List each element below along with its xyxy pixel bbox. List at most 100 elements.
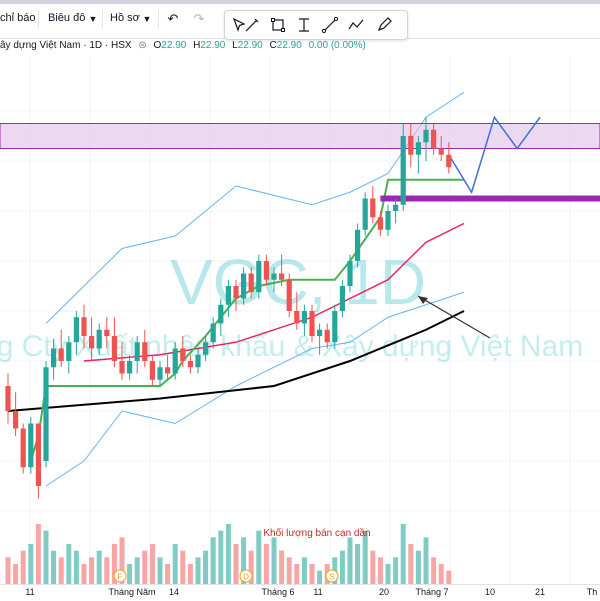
candle-body bbox=[393, 204, 399, 211]
candle-body bbox=[438, 148, 444, 155]
candle-body bbox=[362, 198, 368, 230]
time-axis-label: Th bbox=[586, 587, 598, 597]
candle-body bbox=[355, 229, 361, 261]
event-marker-d[interactable]: D bbox=[239, 569, 253, 583]
volume-bar bbox=[134, 557, 140, 584]
volume-bar bbox=[286, 557, 292, 584]
volume-bar bbox=[157, 557, 163, 584]
path-icon[interactable] bbox=[347, 16, 365, 34]
event-marker-label: F bbox=[118, 573, 123, 582]
resistance-zone[interactable] bbox=[0, 123, 600, 149]
stop-trail-line bbox=[29, 178, 464, 462]
volume-bar bbox=[415, 550, 421, 584]
volume-bar bbox=[431, 557, 437, 584]
candle-body bbox=[43, 367, 49, 461]
time-axis-label: Tháng 6 bbox=[261, 587, 295, 597]
cursor-icon[interactable] bbox=[229, 16, 247, 34]
candle-body bbox=[119, 361, 125, 374]
volume-bar bbox=[241, 537, 247, 584]
volume-bar bbox=[58, 557, 64, 584]
chevron-down-icon[interactable]: ▼ bbox=[88, 14, 98, 24]
pen-icon[interactable] bbox=[375, 16, 393, 34]
candle-body bbox=[279, 273, 285, 280]
volume-bar bbox=[362, 530, 368, 584]
chevron-down-icon[interactable]: ▼ bbox=[142, 14, 152, 24]
top-toolbar: chỉ báo Biêu đô ▼ Hồ sơ ▼ ↶ ↷ bbox=[0, 0, 600, 40]
candle-body bbox=[263, 261, 269, 280]
volume-bar bbox=[271, 537, 277, 584]
volume-bar bbox=[263, 544, 269, 584]
annotations[interactable]: Khối lượng bán cạn dần F D S bbox=[113, 295, 491, 584]
volume-bar bbox=[309, 564, 315, 584]
event-marker-f[interactable]: F bbox=[113, 569, 127, 583]
volume-bars bbox=[5, 524, 452, 584]
undo-icon[interactable]: ↶ bbox=[167, 11, 179, 26]
price-chart[interactable]: VGC, 1D g Cty Xuất nhập khẩu & Xây dựng … bbox=[0, 56, 600, 584]
candle-body bbox=[66, 342, 72, 361]
volume-bar bbox=[210, 537, 216, 584]
rectangle-icon[interactable] bbox=[269, 16, 287, 34]
redo-icon[interactable]: ↷ bbox=[193, 11, 205, 26]
symbol-legend: ây dựng Việt Nam · 1D · HSX ⊜ O22.90 H22… bbox=[0, 40, 370, 54]
line-icon[interactable] bbox=[321, 16, 339, 34]
arrow-line[interactable] bbox=[417, 295, 491, 339]
event-marker-badge bbox=[239, 569, 253, 583]
candle-body bbox=[301, 311, 307, 324]
profile-button[interactable]: Hồ sơ bbox=[110, 12, 140, 24]
symbol-name[interactable]: ây dựng Việt Nam · 1D · HSX bbox=[0, 40, 132, 51]
candle-body bbox=[51, 348, 57, 368]
price-zones[interactable] bbox=[0, 115, 600, 202]
time-axis-label: 21 bbox=[534, 587, 546, 597]
volume-bar bbox=[172, 544, 178, 584]
legend-hide-icon[interactable]: ⊜ bbox=[138, 40, 147, 51]
volume-bar bbox=[127, 564, 133, 584]
indicators-button[interactable]: chỉ báo bbox=[0, 12, 36, 24]
candle-body bbox=[377, 217, 383, 230]
chart-layout-button[interactable]: Biêu đô bbox=[48, 12, 86, 24]
projection-path[interactable] bbox=[448, 115, 541, 195]
volume-bar bbox=[180, 550, 186, 584]
candle-body bbox=[385, 211, 391, 230]
candle-body bbox=[241, 273, 247, 299]
legend-change: 0.00 (0.00%) bbox=[308, 40, 366, 51]
candle-body bbox=[81, 317, 87, 336]
legend-open: O22.90 bbox=[153, 40, 187, 51]
candle-body bbox=[423, 129, 429, 143]
time-axis-label: 14 bbox=[168, 587, 180, 597]
event-marker-badge bbox=[113, 569, 127, 583]
time-axis[interactable]: 11 Tháng Năm 14 Tháng 6 11 20 Tháng 7 10 21 Th bbox=[0, 584, 600, 601]
candle-body bbox=[96, 329, 102, 349]
volume-bar bbox=[195, 557, 201, 584]
volume-bar bbox=[339, 550, 345, 584]
candle-body bbox=[134, 342, 140, 361]
time-axis-label: Tháng Năm bbox=[108, 587, 156, 597]
volume-bar bbox=[13, 564, 19, 584]
brush-icon[interactable] bbox=[243, 16, 261, 34]
time-axis-label: 10 bbox=[484, 587, 496, 597]
volume-bar bbox=[111, 544, 117, 584]
event-marker-label: S bbox=[329, 573, 334, 582]
volume-bar bbox=[294, 564, 300, 584]
volume-bar bbox=[225, 524, 231, 584]
candle-body bbox=[203, 342, 209, 355]
time-axis-label: 11 bbox=[25, 587, 35, 597]
volume-bar bbox=[28, 544, 34, 584]
volume-bar bbox=[20, 550, 26, 584]
candle-body bbox=[142, 342, 148, 361]
candle-body bbox=[104, 329, 110, 336]
volume-bar bbox=[218, 530, 224, 584]
candle-body bbox=[187, 361, 193, 368]
measure-icon[interactable] bbox=[295, 16, 313, 34]
volume-note-label[interactable]: Khối lượng bán cạn dần bbox=[263, 527, 370, 539]
candle-body bbox=[180, 348, 186, 361]
candle-body bbox=[20, 428, 26, 468]
volume-bar bbox=[96, 550, 102, 584]
candle-body bbox=[347, 261, 353, 286]
watermark-ticker: VGC, 1D bbox=[170, 246, 426, 318]
candle-body bbox=[89, 336, 95, 349]
volume-bar bbox=[51, 550, 57, 584]
candle-body bbox=[309, 311, 315, 336]
bollinger-lower-line bbox=[45, 291, 465, 487]
volume-bar bbox=[142, 550, 148, 584]
event-marker-s[interactable]: S bbox=[325, 569, 339, 583]
